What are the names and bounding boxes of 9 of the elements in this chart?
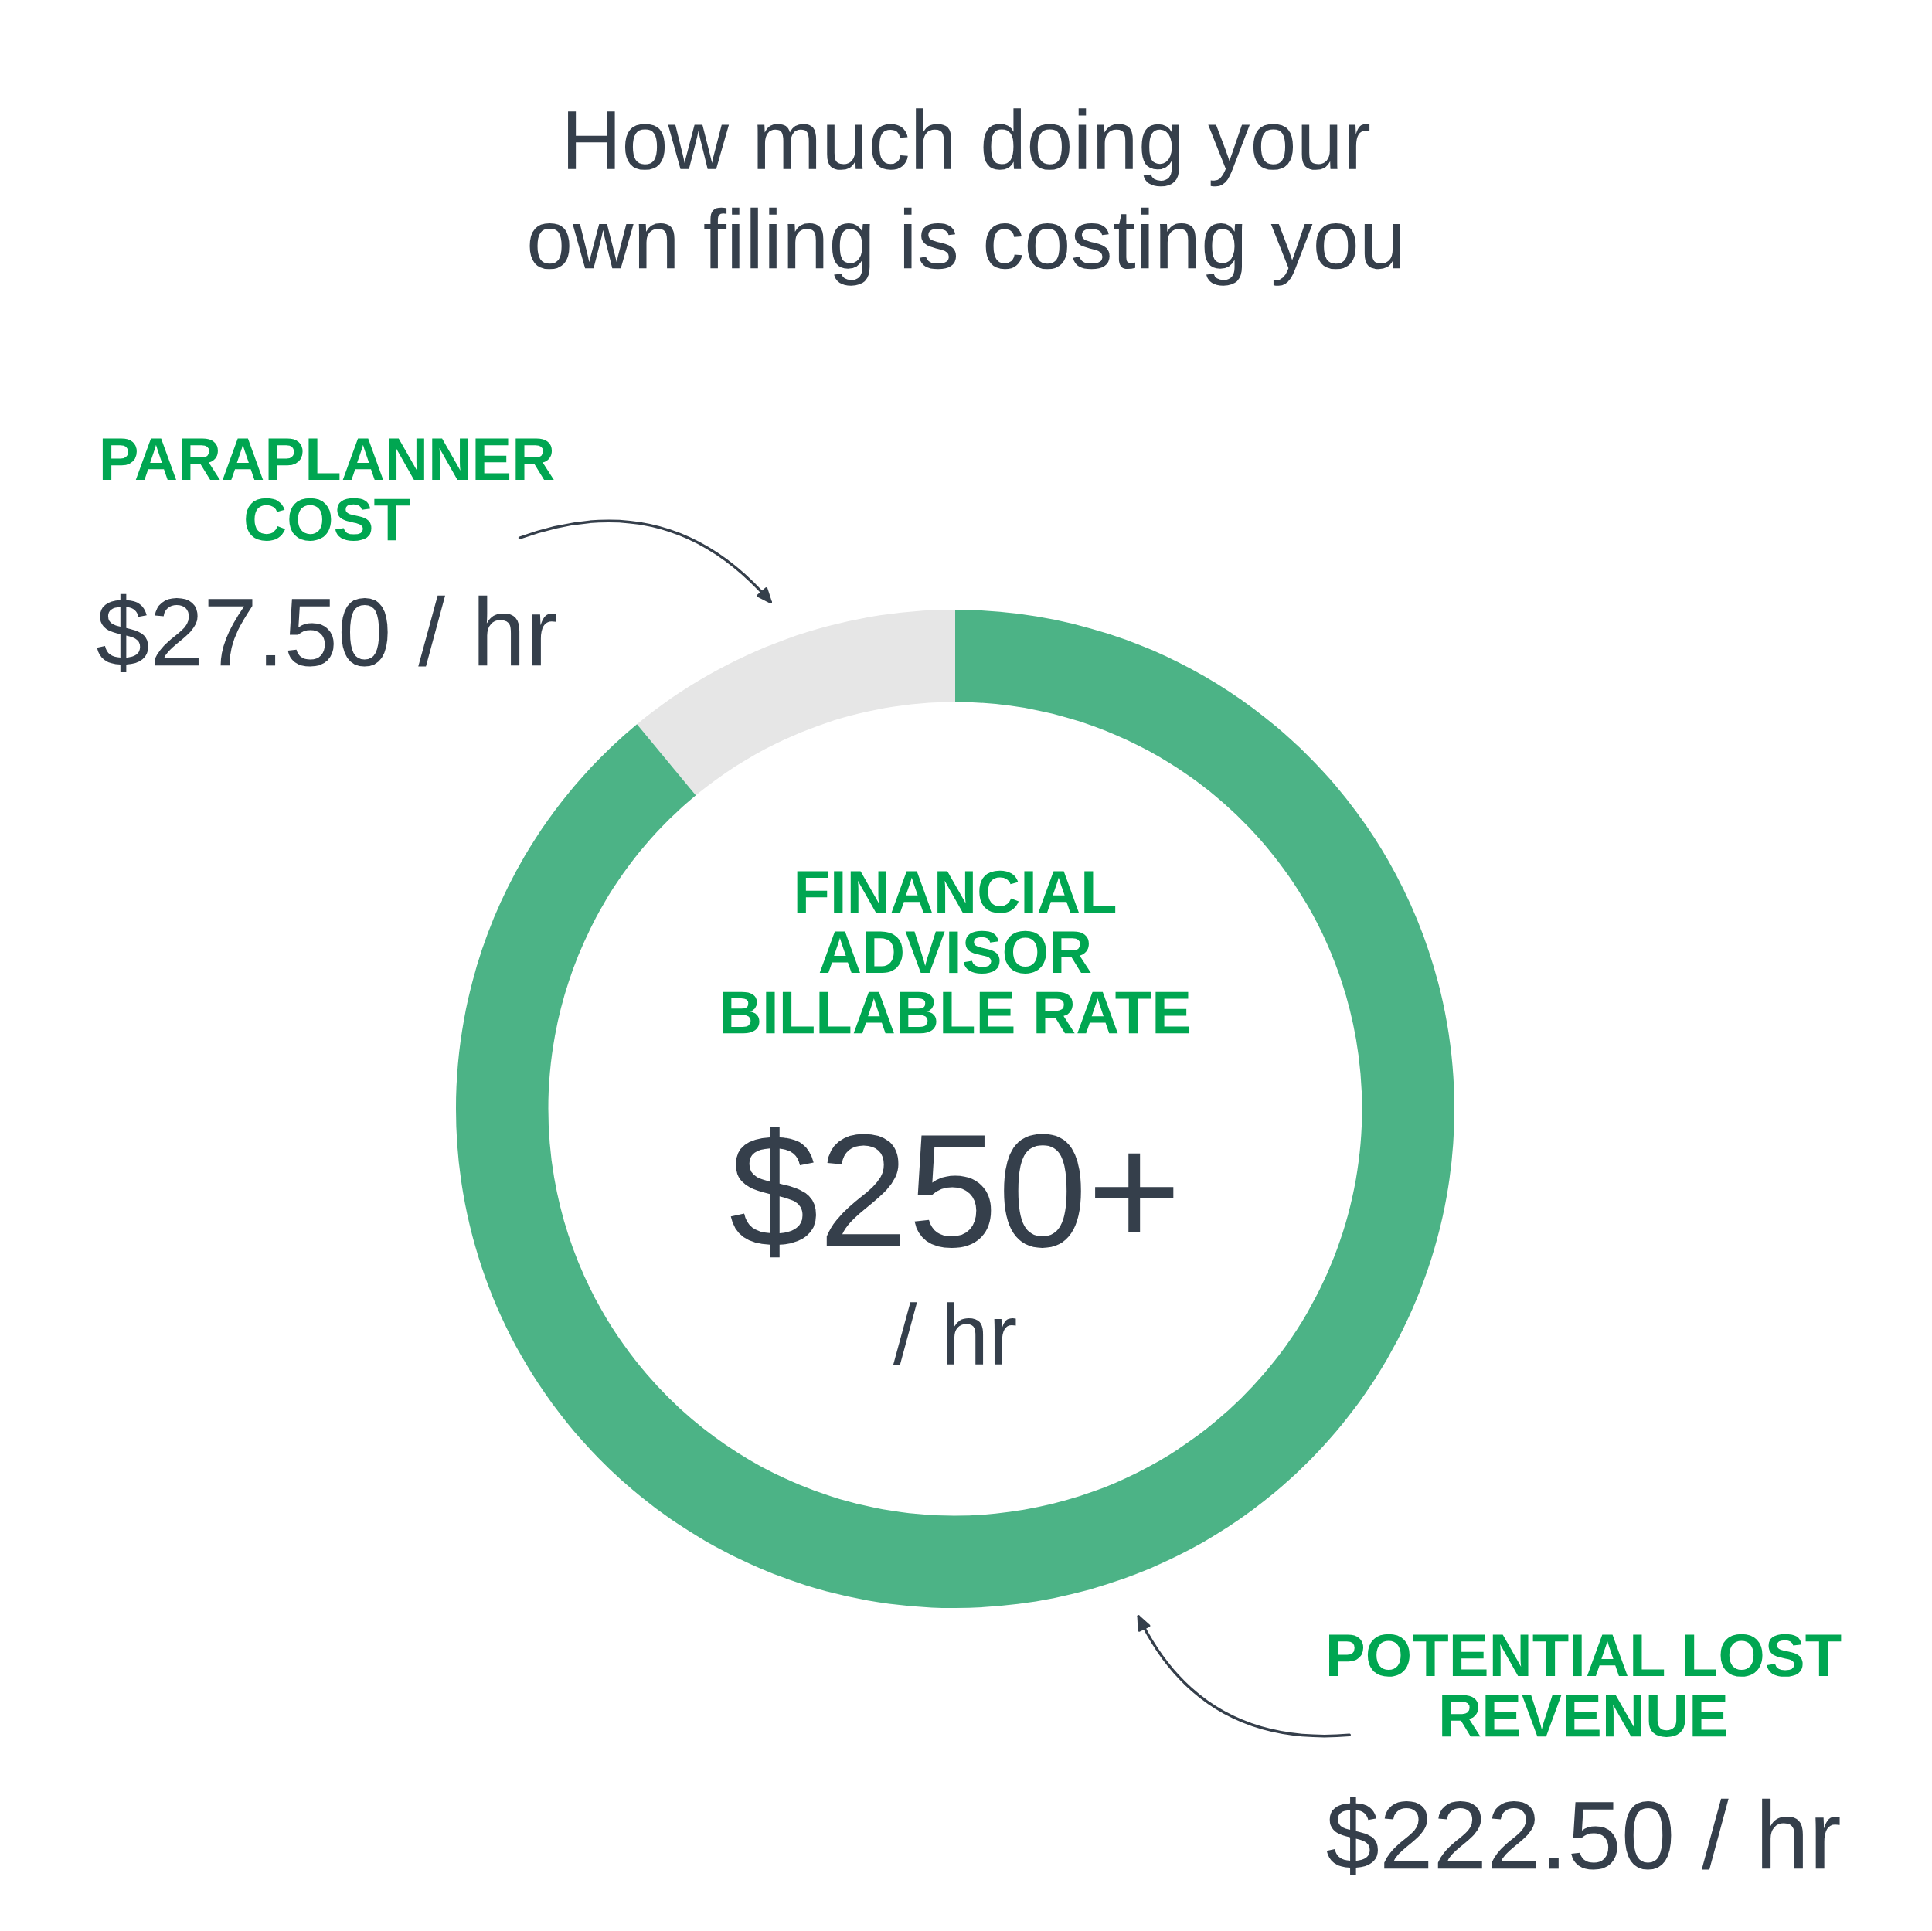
chart-title: How much doing your own filing is costing you — [529, 108, 1400, 286]
data-label: $222.50 / hr — [1326, 1797, 1840, 1875]
text: / hr — [893, 1302, 1016, 1365]
text: FINANCIAL ADVISOR BILLABLE RATE — [723, 870, 1190, 1034]
text: $250+ — [730, 1127, 1174, 1258]
donut-slice — [637, 610, 955, 796]
slice-label: PARAPLANNER COST — [102, 438, 554, 541]
slice-label: POTENTIAL LOST REVENUE — [1329, 1634, 1842, 1737]
data-label: $27.50 / hr — [97, 593, 556, 672]
